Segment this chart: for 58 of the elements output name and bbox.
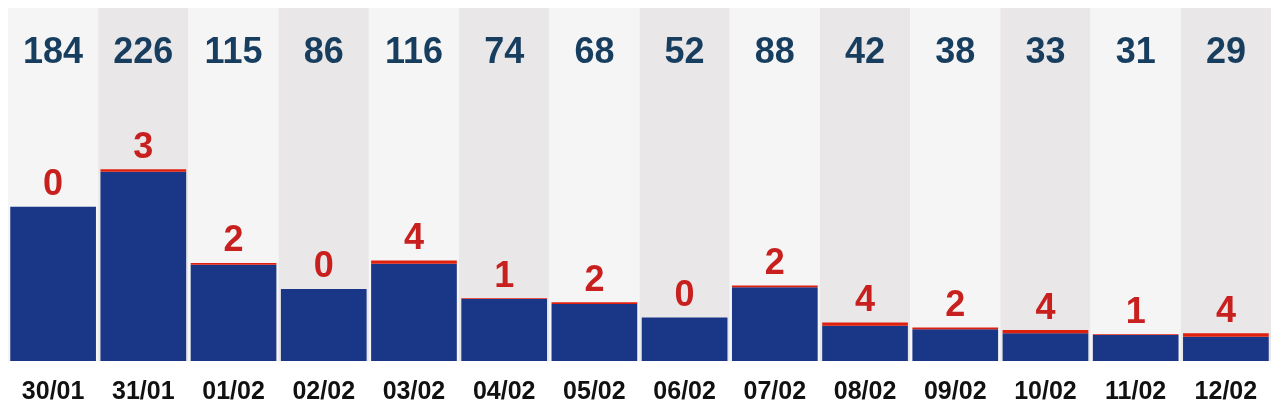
x-tick-label: 07/02 (743, 375, 807, 404)
bar (822, 322, 908, 326)
data-label: 1 (1125, 289, 1146, 331)
bar (1183, 333, 1269, 337)
data-label: 1 (494, 253, 515, 295)
bar (461, 299, 548, 361)
x-tick-label: 01/02 (202, 375, 265, 404)
x-tick-label: 05/02 (563, 375, 626, 404)
x-tick-label: 31/01 (112, 375, 175, 404)
data-label: 88 (754, 29, 795, 71)
x-tick-label: 10/02 (1014, 375, 1077, 404)
bar (190, 264, 277, 361)
x-tick-label: 06/02 (653, 375, 716, 404)
bar (280, 288, 367, 361)
bar (371, 260, 457, 264)
data-label: 31 (1115, 29, 1156, 71)
bar (1092, 335, 1179, 361)
data-label: 4 (1215, 288, 1236, 330)
data-label: 2 (764, 241, 785, 283)
bar (641, 317, 728, 361)
x-tick-label: 09/02 (923, 375, 987, 404)
x-tick-label: 04/02 (472, 375, 536, 404)
bar (371, 263, 457, 361)
data-label: 2 (223, 218, 244, 260)
data-label: 116 (384, 29, 443, 71)
data-label: 3 (133, 124, 154, 166)
x-tick-label: 03/02 (382, 375, 446, 404)
x-tick-label: 12/02 (1194, 375, 1258, 404)
x-tick-label: 08/02 (833, 375, 897, 404)
data-label: 33 (1025, 29, 1066, 71)
x-tick-label: 30/01 (21, 375, 85, 404)
data-label: 74 (484, 29, 525, 71)
data-label: 4 (403, 215, 424, 257)
data-label: 0 (313, 244, 334, 286)
bar (912, 329, 999, 361)
data-label: 2 (584, 257, 605, 299)
data-label: 0 (43, 162, 64, 204)
x-tick-label: 11/02 (1105, 375, 1167, 404)
data-label: 86 (303, 29, 344, 71)
bar (1002, 333, 1089, 361)
data-label: 0 (674, 272, 695, 314)
data-label: 38 (935, 29, 976, 71)
bar (100, 169, 187, 172)
bar (731, 287, 818, 361)
x-tick-label: 02/02 (292, 375, 356, 404)
bar (1183, 336, 1269, 361)
data-label: 184 (23, 29, 84, 71)
data-label: 68 (574, 29, 615, 71)
bar (551, 304, 638, 361)
data-label: 52 (664, 29, 705, 71)
data-label: 29 (1205, 29, 1246, 71)
data-label: 226 (113, 29, 174, 71)
data-label: 42 (845, 29, 886, 71)
data-label: 2 (945, 282, 966, 324)
data-label: 4 (855, 277, 876, 319)
data-label: 4 (1035, 285, 1056, 327)
bar (822, 325, 908, 361)
data-label: 115 (204, 29, 263, 71)
